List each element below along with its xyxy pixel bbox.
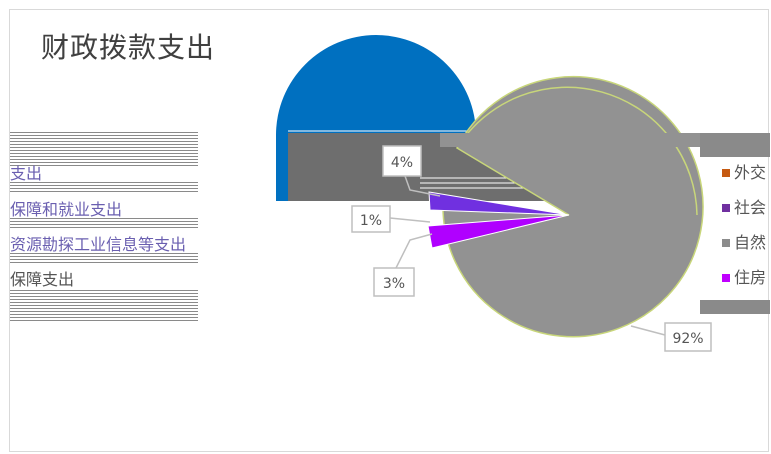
label-box-92: [664, 322, 712, 352]
left-legend-label-1: 支出: [10, 164, 43, 183]
pie-slice-1: [428, 191, 570, 216]
legend-text-2: 自然: [734, 233, 766, 252]
legend-swatch-1: [722, 204, 730, 212]
left-legend-stripes-1: [10, 132, 198, 166]
legend-text-3: 住房: [734, 268, 766, 287]
data-label-3: 3%: [383, 276, 405, 292]
pie-top-edge: [456, 86, 698, 216]
legend-swatch-2: [722, 239, 730, 247]
left-legend-stripes-4: [10, 253, 198, 265]
left-legend-stripes-3: [10, 218, 198, 230]
label-box-4: [382, 145, 422, 177]
pie-slice-3: [427, 214, 570, 249]
label-box-3: [373, 267, 415, 297]
right-legend: 外交 社会 自然 住房: [700, 133, 770, 314]
left-legend-stripes-2: [10, 182, 198, 194]
legend-swatch-3: [722, 274, 730, 282]
data-label-4: 4%: [391, 155, 413, 171]
leader-lines: [389, 175, 666, 336]
left-legend-label-3: 资源勘探工业信息等支出: [10, 235, 187, 254]
data-label-1: 1%: [360, 213, 382, 229]
label-box-1: [351, 205, 391, 233]
left-legend-label-2: 保障和就业支出: [10, 200, 123, 219]
right-legend-stripes-bottom: [700, 300, 770, 314]
legend-text-0: 外交: [734, 163, 766, 182]
left-legend-label-4: 保障支出: [10, 270, 75, 289]
legend-text-1: 社会: [734, 198, 766, 217]
chart-title: 财政拨款支出: [41, 31, 216, 64]
left-legend-stripes-5: [10, 290, 198, 323]
data-label-92: 92%: [672, 331, 703, 347]
right-legend-stripes-top: [700, 133, 770, 157]
legend-swatch-0: [722, 169, 730, 177]
pie-top-cover: [440, 133, 700, 147]
